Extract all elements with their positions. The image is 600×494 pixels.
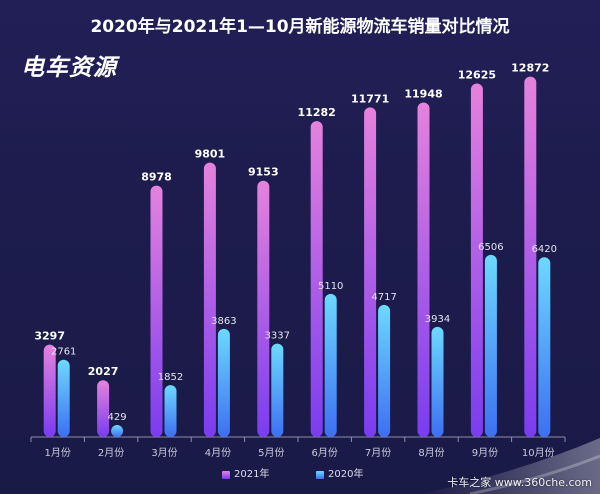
data-label-series2: 5110: [318, 281, 343, 292]
legend-item-series-1: 2021年: [222, 469, 269, 481]
data-label-series1: 8978: [141, 171, 172, 184]
legend-label: 2021年: [234, 469, 270, 480]
x-tick-label: 7月份: [365, 447, 391, 459]
bar-series1-1: [43, 344, 56, 437]
watermark: 卡车之家 www.360che.com: [447, 476, 592, 489]
data-label-series2: 6506: [478, 242, 503, 253]
bar-series1-3: [150, 185, 163, 437]
bar-series2-10: [538, 257, 551, 437]
x-tick-label: 3月份: [151, 447, 177, 459]
data-label-series2: 3863: [211, 316, 236, 327]
legend-swatch: [316, 471, 324, 479]
x-tick-label: 8月份: [418, 447, 444, 459]
data-label-series2: 4717: [371, 292, 396, 303]
data-label-series1: 12872: [511, 62, 549, 75]
chart-title: 2020年与2021年1—10月新能源物流车销量对比情况: [90, 17, 510, 37]
bar-series2-7: [378, 304, 391, 437]
bar-series2-1: [57, 359, 70, 437]
x-tick-label: 1月份: [45, 447, 71, 459]
data-label-series2: 429: [108, 412, 127, 423]
background-swoosh-line: [469, 454, 600, 494]
data-label-series1: 3297: [34, 330, 65, 343]
bar-series1-5: [257, 180, 270, 437]
bar-series1-6: [310, 121, 323, 437]
bar-series2-2: [111, 424, 124, 437]
data-label-series2: 1852: [158, 372, 183, 383]
bar-series1-10: [524, 76, 537, 438]
bar-series2-9: [484, 254, 497, 437]
bar-series2-6: [324, 293, 337, 437]
data-label-series1: 9801: [195, 148, 226, 161]
bar-series1-4: [203, 162, 216, 437]
bar-series1-9: [470, 83, 483, 437]
data-label-series1: 2027: [88, 365, 119, 378]
x-tick-label: 10月份: [522, 447, 555, 459]
legend-item-series-2: 2020年: [316, 469, 363, 481]
data-label-series2: 3934: [425, 314, 450, 325]
data-label-series1: 11948: [404, 87, 442, 100]
x-tick-label: 5月份: [258, 447, 284, 459]
x-tick-label: 9月份: [472, 447, 498, 459]
x-tick-label: 2月份: [98, 447, 124, 459]
bar-series1-7: [364, 107, 377, 438]
legend-swatch: [222, 471, 230, 479]
bar-series1-8: [417, 102, 430, 438]
bar-series2-8: [431, 326, 444, 437]
data-label-series2: 2761: [51, 347, 76, 358]
bar-series1-2: [97, 380, 110, 437]
background-swoosh: [420, 438, 600, 494]
brand-logo: 电车资源: [21, 55, 117, 81]
data-label-series1: 11282: [298, 106, 336, 119]
data-label-series1: 9153: [248, 166, 279, 179]
legend-label: 2020年: [328, 469, 364, 480]
data-label-series2: 6420: [532, 244, 557, 255]
data-label-series2: 3337: [265, 331, 290, 342]
x-tick-label: 6月份: [312, 447, 338, 459]
bar-series2-3: [164, 385, 177, 437]
bar-series2-4: [217, 328, 230, 437]
data-label-series1: 11771: [351, 92, 389, 105]
data-label-series1: 12625: [458, 69, 496, 82]
x-tick-label: 4月份: [205, 447, 231, 459]
bar-series2-5: [271, 343, 284, 437]
